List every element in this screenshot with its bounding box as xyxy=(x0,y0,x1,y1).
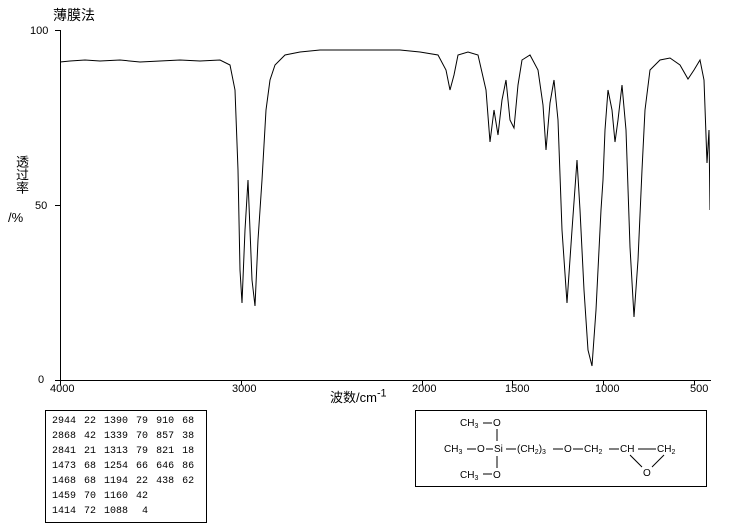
x-axis-label-sup: -1 xyxy=(377,388,387,400)
svg-text:O: O xyxy=(493,418,501,429)
peak-cell xyxy=(156,490,180,503)
svg-text:O: O xyxy=(643,468,651,479)
svg-text:O: O xyxy=(564,444,572,455)
peak-cell: 1459 xyxy=(52,490,82,503)
peak-cell xyxy=(182,505,200,518)
peak-cell: 68 xyxy=(84,475,102,488)
xtick-1000: 1000 xyxy=(595,383,619,395)
peak-cell: 2841 xyxy=(52,445,82,458)
x-axis-label: 波数/cm-1 xyxy=(330,387,387,406)
ytick-100: 100 xyxy=(30,25,48,37)
svg-text:CH: CH xyxy=(620,444,634,455)
peak-cell: 22 xyxy=(136,475,154,488)
peak-cell xyxy=(156,505,180,518)
chemical-structure: CH3 O CH3 O Si O CH3 (CH2)3 O CH2 CH CH2… xyxy=(415,410,707,487)
chart-title: 薄膜法 xyxy=(53,5,95,25)
peak-cell: 2868 xyxy=(52,430,82,443)
svg-text:CH2: CH2 xyxy=(657,444,675,456)
peak-cell: 1473 xyxy=(52,460,82,473)
xtick-mark xyxy=(241,380,242,385)
peak-cell: 68 xyxy=(182,415,200,428)
y-axis-label: 透过率 xyxy=(12,155,31,194)
peak-cell: 821 xyxy=(156,445,180,458)
peak-cell: 68 xyxy=(84,460,102,473)
svg-text:CH3: CH3 xyxy=(444,444,462,456)
peak-table: 2944221390799106828684213397085738284121… xyxy=(45,410,207,523)
xtick-mark xyxy=(603,380,604,385)
peak-cell xyxy=(182,490,200,503)
peak-cell: 910 xyxy=(156,415,180,428)
peak-cell: 72 xyxy=(84,505,102,518)
peak-cell: 21 xyxy=(84,445,102,458)
peak-cell: 1414 xyxy=(52,505,82,518)
ytick-50: 50 xyxy=(35,200,47,212)
peak-cell: 42 xyxy=(84,430,102,443)
y-axis-unit: /% xyxy=(8,210,23,225)
peak-cell: 70 xyxy=(84,490,102,503)
xtick-2000: 2000 xyxy=(412,383,436,395)
xtick-mark xyxy=(60,380,61,385)
xtick-mark xyxy=(694,380,695,385)
peak-cell: 1313 xyxy=(104,445,134,458)
peak-cell: 66 xyxy=(136,460,154,473)
peak-cell: 1468 xyxy=(52,475,82,488)
spectrum-plot xyxy=(60,30,710,380)
peak-cell: 79 xyxy=(136,445,154,458)
peak-cell: 1390 xyxy=(104,415,134,428)
peak-cell: 1254 xyxy=(104,460,134,473)
svg-text:(CH2)3: (CH2)3 xyxy=(517,444,546,456)
peak-cell: 42 xyxy=(136,490,154,503)
peak-cell: 4 xyxy=(136,505,154,518)
xtick-1500: 1500 xyxy=(505,383,529,395)
xtick-3000: 3000 xyxy=(232,383,256,395)
peak-cell: 1160 xyxy=(104,490,134,503)
peak-cell: 18 xyxy=(182,445,200,458)
peak-cell: 1194 xyxy=(104,475,134,488)
peak-cell: 86 xyxy=(182,460,200,473)
ytick-0: 0 xyxy=(38,374,44,386)
peak-cell: 22 xyxy=(84,415,102,428)
peak-cell: 646 xyxy=(156,460,180,473)
peak-cell: 62 xyxy=(182,475,200,488)
peak-cell: 2944 xyxy=(52,415,82,428)
peak-cell: 438 xyxy=(156,475,180,488)
peak-cell: 1088 xyxy=(104,505,134,518)
xtick-mark xyxy=(422,380,423,385)
svg-text:CH3: CH3 xyxy=(460,470,478,482)
xtick-mark xyxy=(512,380,513,385)
peak-cell: 38 xyxy=(182,430,200,443)
svg-text:CH2: CH2 xyxy=(584,444,602,456)
peak-cell: 857 xyxy=(156,430,180,443)
ytick-mark xyxy=(55,380,60,381)
ch3-top: CH3 xyxy=(460,418,478,430)
peak-cell: 1339 xyxy=(104,430,134,443)
x-axis-label-text: 波数/cm xyxy=(330,390,377,405)
xtick-500: 500 xyxy=(690,383,708,395)
peak-cell: 79 xyxy=(136,415,154,428)
svg-text:O: O xyxy=(493,470,501,481)
peak-cell: 70 xyxy=(136,430,154,443)
xtick-4000: 4000 xyxy=(50,383,74,395)
svg-text:O: O xyxy=(477,444,485,455)
svg-text:Si: Si xyxy=(494,444,503,455)
